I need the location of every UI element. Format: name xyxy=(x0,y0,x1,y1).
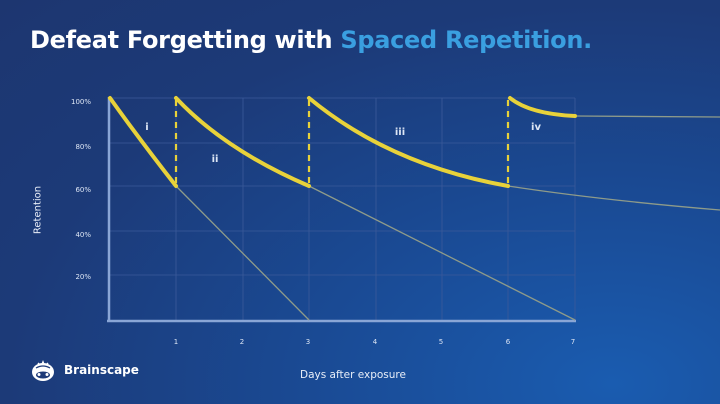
curve-i xyxy=(108,96,178,188)
x-tick: 4 xyxy=(373,338,378,346)
y-tick-labels: 100% 80% 60% 40% 20% xyxy=(71,98,91,281)
y-tick: 40% xyxy=(75,231,91,239)
axes xyxy=(107,97,576,323)
brain-mascot-icon xyxy=(32,360,54,381)
x-tick: 2 xyxy=(240,338,244,346)
title-accent: Spaced Repetition. xyxy=(340,26,592,54)
page-title: Defeat Forgetting with Spaced Repetition… xyxy=(30,26,592,54)
brand-logo: Brainscape xyxy=(30,358,139,382)
y-tick: 20% xyxy=(75,273,91,281)
brand-name: Brainscape xyxy=(64,363,139,377)
y-tick: 80% xyxy=(75,143,91,151)
y-axis-label: Retention xyxy=(32,185,44,235)
section-label: ii xyxy=(212,154,219,165)
x-tick: 3 xyxy=(306,338,310,346)
x-tick: 6 xyxy=(506,338,511,346)
x-tick: 1 xyxy=(174,338,178,346)
section-labels: i ii iii iv xyxy=(145,122,541,165)
forgetting-lines xyxy=(175,115,720,321)
review-markers xyxy=(174,100,510,184)
x-tick: 5 xyxy=(439,338,443,346)
y-tick: 60% xyxy=(75,186,91,194)
y-tick: 100% xyxy=(71,98,91,106)
curve-iv xyxy=(508,96,577,118)
x-tick: 7 xyxy=(571,338,575,346)
section-label: i xyxy=(145,122,148,133)
review-curves xyxy=(108,96,577,188)
section-label: iii xyxy=(395,127,405,138)
curve-iii xyxy=(307,96,510,188)
section-label: iv xyxy=(531,122,541,133)
curve-ii xyxy=(174,96,311,188)
title-main: Defeat Forgetting with xyxy=(30,26,341,54)
x-tick-labels: 1 2 3 4 5 6 7 xyxy=(174,338,575,346)
grid-lines xyxy=(110,97,576,320)
x-axis-label: Days after exposure xyxy=(300,369,406,381)
